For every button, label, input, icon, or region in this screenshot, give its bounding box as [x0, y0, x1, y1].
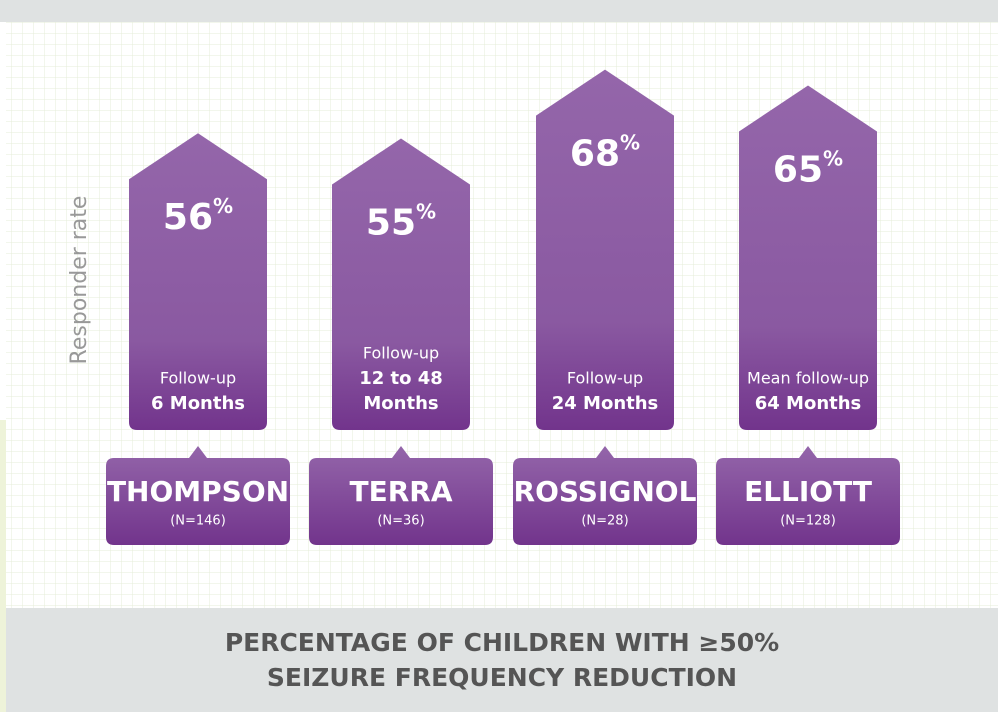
follow-up-label: Months	[363, 393, 438, 414]
follow-up-label: Follow-up	[567, 369, 643, 388]
value-unit: %	[823, 146, 843, 170]
value-label: 56%	[163, 194, 233, 239]
bar	[536, 69, 674, 430]
study-box	[716, 446, 900, 545]
study-box	[309, 446, 493, 545]
follow-up-label: 24 Months	[552, 393, 659, 414]
value-unit: %	[213, 194, 233, 218]
study-box	[513, 446, 697, 545]
follow-up-label: 12 to 48	[359, 368, 443, 389]
follow-up-label: 6 Months	[151, 393, 245, 414]
value-unit: %	[416, 199, 436, 223]
sample-size: (N=146)	[170, 514, 226, 529]
y-axis-label: Responder rate	[67, 196, 92, 365]
value-number: 65	[773, 150, 823, 191]
value-unit: %	[620, 130, 640, 154]
sample-size: (N=36)	[377, 514, 424, 529]
follow-up-label: 64 Months	[755, 393, 862, 414]
value-label: 55%	[366, 199, 436, 244]
bar	[739, 85, 877, 430]
bar	[129, 133, 267, 430]
category-label: ELLIOTT	[744, 475, 872, 508]
study-box	[106, 446, 290, 545]
value-label: 68%	[570, 130, 640, 175]
sample-size: (N=128)	[780, 514, 836, 529]
chart-title: SEIZURE FREQUENCY REDUCTION	[267, 663, 737, 692]
category-label: ROSSIGNOL	[514, 475, 697, 508]
value-number: 68	[570, 134, 620, 175]
follow-up-label: Follow-up	[363, 344, 439, 363]
category-label: THOMPSON	[107, 475, 289, 508]
category-label: TERRA	[349, 475, 452, 508]
title-panel	[6, 608, 998, 712]
chart-title: PERCENTAGE OF CHILDREN WITH ≥50%	[225, 628, 779, 657]
follow-up-label: Follow-up	[160, 369, 236, 388]
bar	[332, 138, 470, 430]
follow-up-label: Mean follow-up	[747, 369, 869, 388]
top-band	[0, 0, 998, 22]
value-label: 65%	[773, 146, 843, 191]
value-number: 56	[163, 197, 213, 238]
value-number: 55	[366, 203, 416, 244]
side-strip	[0, 420, 6, 712]
sample-size: (N=28)	[581, 514, 628, 529]
